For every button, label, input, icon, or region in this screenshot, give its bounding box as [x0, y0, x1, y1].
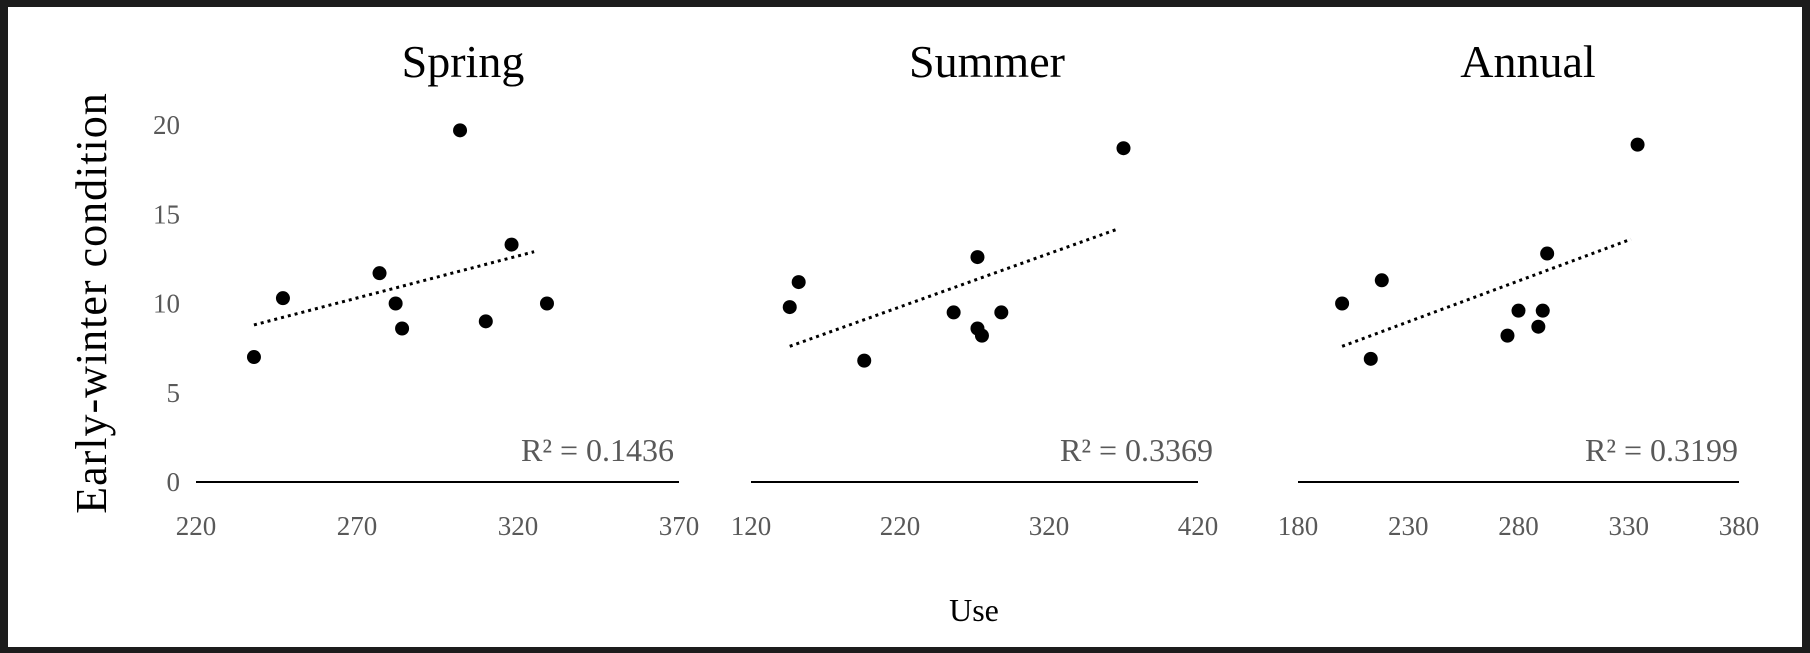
x-tick-label: 270: [337, 511, 378, 541]
data-point: [539, 296, 554, 311]
data-point: [1511, 303, 1526, 318]
x-tick-label: 120: [731, 511, 772, 541]
data-point: [478, 314, 493, 329]
data-point: [453, 123, 468, 138]
data-point: [782, 300, 797, 315]
r-squared-label: R² = 0.1436: [521, 432, 674, 468]
x-tick-label: 280: [1498, 511, 1539, 541]
data-point: [970, 250, 985, 265]
x-tick-label: 230: [1388, 511, 1429, 541]
x-tick-label: 370: [659, 511, 700, 541]
trendline: [253, 250, 535, 327]
x-tick-label: 220: [880, 511, 921, 541]
x-tick-label: 320: [498, 511, 539, 541]
data-point: [1540, 246, 1555, 261]
data-point: [504, 237, 519, 252]
scatter-figure: Early-winter condition Use Spring 220 270 3…: [67, 36, 1760, 628]
data-point: [791, 275, 806, 290]
x-tick-label: 320: [1029, 511, 1070, 541]
x-tick-label: 420: [1178, 511, 1219, 541]
data-point: [1116, 141, 1131, 156]
panel-title: Summer: [909, 36, 1065, 87]
data-point: [1500, 328, 1515, 343]
data-point: [388, 296, 403, 311]
trendline: [789, 227, 1120, 348]
figure-panel: Early-winter condition Use Spring 220 270 3…: [8, 7, 1802, 647]
data-point: [1363, 351, 1378, 366]
data-point: [372, 266, 387, 281]
data-point: [1535, 303, 1550, 318]
data-point: [395, 321, 410, 336]
data-point: [857, 353, 872, 368]
data-point: [1531, 319, 1546, 334]
y-tick-label: 15: [153, 199, 180, 229]
y-tick-label: 10: [153, 289, 180, 319]
y-tick-label: 20: [153, 110, 180, 140]
data-point: [974, 328, 989, 343]
data-point: [994, 305, 1009, 320]
data-point: [246, 350, 261, 365]
data-point: [1374, 273, 1389, 288]
panel-title: Annual: [1460, 36, 1595, 87]
trendline: [1341, 237, 1632, 348]
r-squared-label: R² = 0.3199: [1585, 432, 1738, 468]
y-tick-label: 5: [167, 378, 181, 408]
x-axis-label: Use: [949, 592, 999, 628]
x-tick-label: 380: [1719, 511, 1760, 541]
data-point: [275, 291, 290, 306]
data-point: [1335, 296, 1350, 311]
y-tick-label: 0: [167, 467, 181, 497]
data-point: [1630, 137, 1645, 152]
y-axis-label: Early-winter condition: [67, 92, 116, 514]
x-tick-label: 180: [1278, 511, 1319, 541]
x-tick-label: 330: [1609, 511, 1650, 541]
data-point: [946, 305, 961, 320]
panel-title: Spring: [402, 36, 525, 87]
r-squared-label: R² = 0.3369: [1060, 432, 1213, 468]
x-tick-label: 220: [176, 511, 217, 541]
